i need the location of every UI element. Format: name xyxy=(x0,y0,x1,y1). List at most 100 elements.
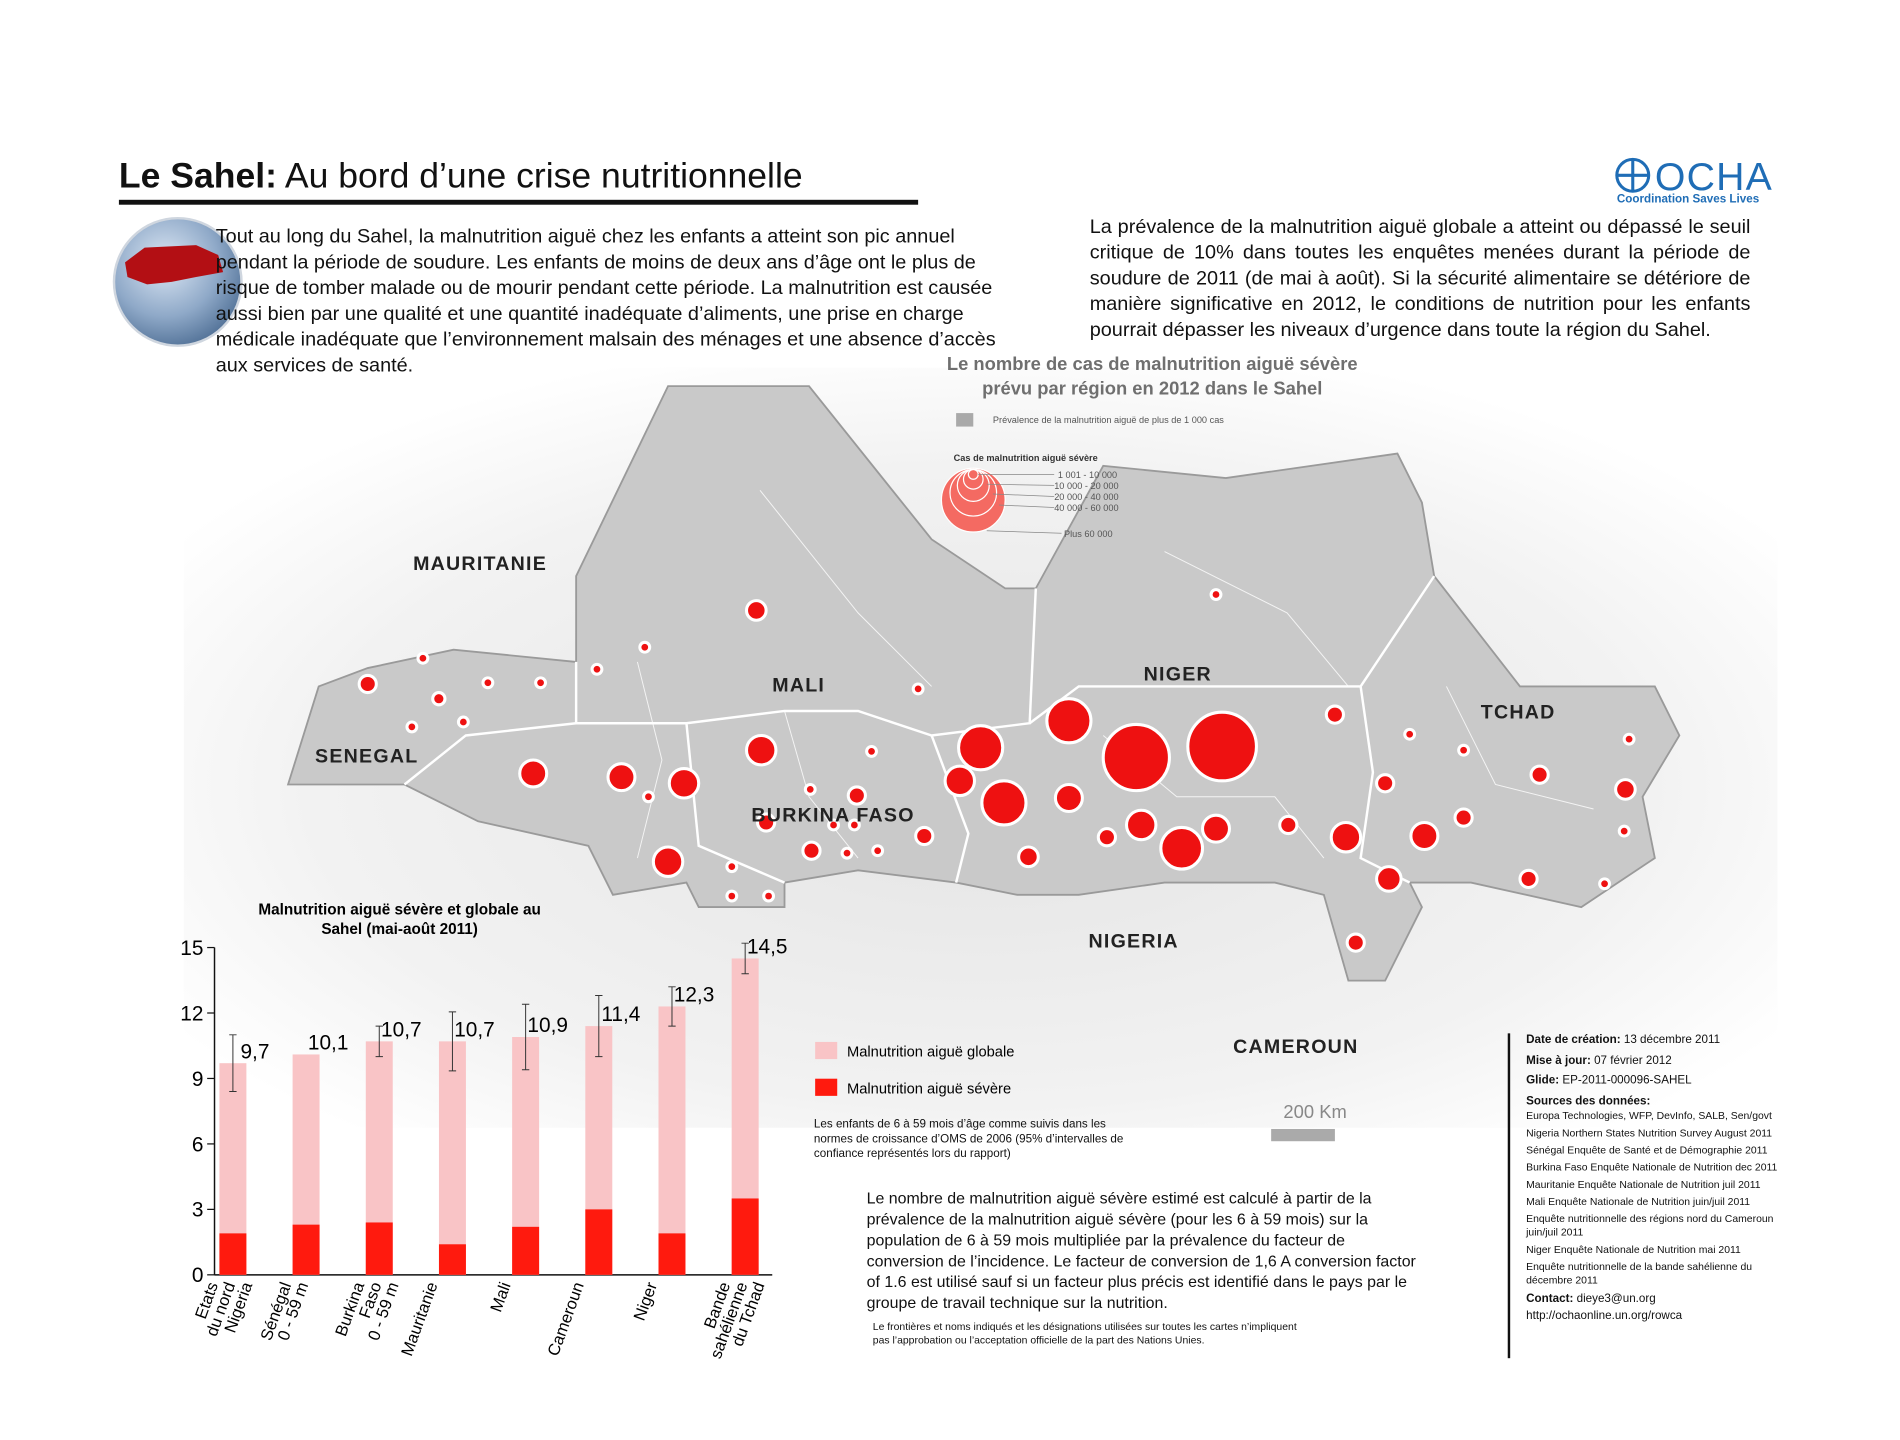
chart-title: Sahel (mai-août 2011) xyxy=(321,921,478,938)
legend-leaders xyxy=(978,474,1062,534)
error-bar xyxy=(521,1003,530,1071)
case-circle xyxy=(1329,820,1363,854)
map-title-line: prévu par région en 2012 dans le Sahel xyxy=(982,378,1323,400)
error-bar xyxy=(741,942,749,975)
value-label: 10,7 xyxy=(381,1018,422,1041)
country-label: BURKINA FASO xyxy=(751,805,915,827)
case-circle xyxy=(846,785,867,806)
case-circle xyxy=(847,818,861,832)
scale-label: 200 Km xyxy=(1283,1101,1347,1123)
case-circle xyxy=(865,744,878,758)
error-bar xyxy=(595,995,603,1058)
case-circle xyxy=(744,733,778,767)
value-label: 10,9 xyxy=(527,1014,568,1037)
source-item: Burkina Faso Enquête Nationale de Nutrit… xyxy=(1526,1161,1796,1174)
case-circle xyxy=(1124,808,1158,842)
meta-value: 07 février 2012 xyxy=(1594,1053,1672,1068)
error-bar xyxy=(229,1034,237,1093)
case-circle xyxy=(642,790,655,804)
case-circle xyxy=(667,767,701,800)
case-circle xyxy=(431,691,447,707)
y-tick-label: 3 xyxy=(192,1199,204,1222)
source-item: Mali Enquête Nationale de Nutrition juin… xyxy=(1526,1195,1796,1208)
case-circle xyxy=(1453,807,1474,828)
case-circle xyxy=(725,860,739,874)
intro-left: Tout au long du Sahel, la malnutrition a… xyxy=(215,225,996,377)
value-label: 10,1 xyxy=(308,1032,349,1055)
logo: OCHA xyxy=(1654,154,1774,199)
case-circle xyxy=(481,676,495,690)
meta-value: Enquête nutritionnelle des régions nord … xyxy=(1526,1212,1774,1239)
y-tick-label: 9 xyxy=(192,1068,204,1091)
case-circle xyxy=(744,599,768,622)
meta-value: Enquête nutritionnelle de la bande sahél… xyxy=(1526,1260,1753,1286)
logo-tagline: Coordination Saves Lives xyxy=(1616,192,1760,206)
case-circle xyxy=(871,844,885,858)
country-label: MALI xyxy=(772,675,826,697)
bar xyxy=(438,1041,466,1275)
case-circle xyxy=(606,762,637,793)
meta-value: http://ochaonline.un.org/rowca xyxy=(1526,1308,1683,1323)
contact-url: http://ochaonline.un.org/rowca xyxy=(1526,1307,1796,1324)
case-circle xyxy=(456,715,470,729)
sources-heading: Sources des données: xyxy=(1526,1093,1796,1110)
country-label: NIGER xyxy=(1143,664,1212,686)
meta-label: Glide: xyxy=(1526,1073,1560,1088)
case-circle xyxy=(357,673,378,695)
error-bar xyxy=(448,1011,457,1072)
scale-bar xyxy=(1271,1128,1335,1142)
case-circle xyxy=(1209,588,1223,601)
meta-value: Mali Enquête Nationale de Nutrition juin… xyxy=(1526,1195,1751,1208)
meta-label: Mise à jour: xyxy=(1526,1053,1591,1068)
legend-swatch xyxy=(815,1078,838,1096)
value-label: 10,7 xyxy=(454,1018,495,1041)
bar xyxy=(512,1226,540,1275)
case-circle xyxy=(1053,782,1084,814)
case-circle xyxy=(914,825,935,847)
bar xyxy=(585,1209,613,1275)
value-label: 12,3 xyxy=(674,984,715,1007)
page-title: Le Sahel: Au bord d’une crise nutritionn… xyxy=(118,157,919,205)
case-circle xyxy=(803,782,817,796)
value-label: 9,7 xyxy=(240,1040,269,1063)
chart-note: Les enfants de 6 à 59 mois d’âge comme s… xyxy=(813,1117,1124,1161)
meta-value: Europa Technologies, WFP, DevInfo, SALB,… xyxy=(1526,1109,1772,1122)
legend-circle-label: Plus 60 000 xyxy=(1063,528,1113,540)
case-circle xyxy=(801,840,822,861)
case-circle xyxy=(651,845,685,878)
case-circle xyxy=(980,779,1028,827)
y-tick-label: 0 xyxy=(192,1264,204,1287)
error-bar xyxy=(375,1025,383,1058)
case-circle xyxy=(1375,865,1403,893)
source-item: Europa Technologies, WFP, DevInfo, SALB,… xyxy=(1526,1109,1796,1122)
legend-circle-label: 40 000 - 60 000 xyxy=(1054,502,1119,514)
case-circle xyxy=(1186,710,1258,783)
value-label: 14,5 xyxy=(747,936,788,959)
bar xyxy=(731,1198,759,1275)
legend-circle-label: 10 000 - 20 000 xyxy=(1054,480,1119,492)
case-circle xyxy=(1278,814,1299,836)
globe-sahel xyxy=(125,245,224,285)
source-item: Niger Enquête Nationale de Nutrition mai… xyxy=(1526,1243,1796,1256)
case-circle xyxy=(405,720,419,734)
case-circle xyxy=(518,758,549,789)
y-tick-label: 12 xyxy=(180,1002,203,1025)
case-circle xyxy=(957,724,1005,772)
meta-value: 13 décembre 2011 xyxy=(1623,1033,1721,1047)
meta-value: Sénégal Enquête de Santé et de Démograph… xyxy=(1526,1143,1768,1156)
country-label: SENEGAL xyxy=(315,746,419,768)
case-circle xyxy=(1017,845,1040,869)
meta-label: Contact: xyxy=(1526,1291,1574,1306)
error-bar xyxy=(668,986,676,1027)
case-circle xyxy=(943,764,977,798)
chart-title: Malnutrition aiguë sévère et globale au xyxy=(258,901,541,918)
case-circle xyxy=(638,640,652,654)
meta-item: Mise à jour: 07 février 2012 xyxy=(1526,1052,1796,1069)
map-title: Le nombre de cas de malnutrition aiguë s… xyxy=(858,353,1446,402)
case-circle xyxy=(1403,727,1417,741)
bar xyxy=(438,1244,466,1275)
bar xyxy=(365,1222,393,1275)
case-circle xyxy=(1518,868,1539,890)
